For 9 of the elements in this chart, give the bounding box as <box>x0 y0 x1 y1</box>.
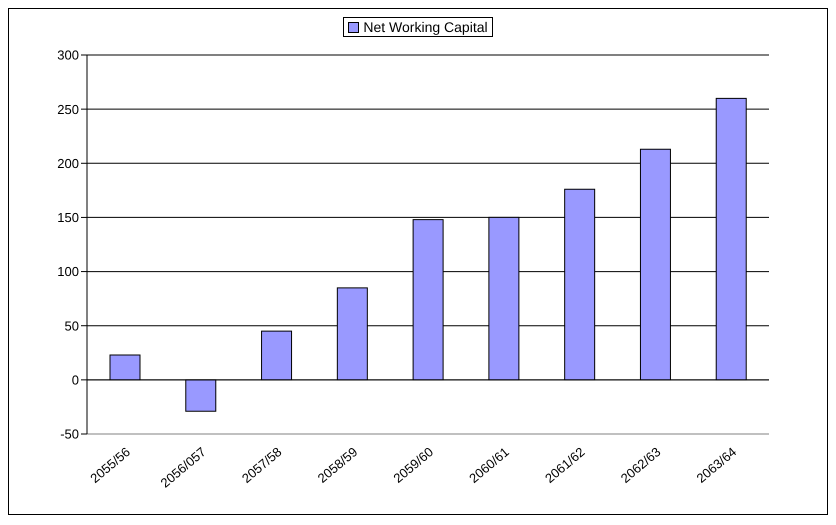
y-tick-label: 100 <box>57 264 79 280</box>
y-tick-label: 150 <box>57 210 79 226</box>
y-tick-label: 250 <box>57 102 79 117</box>
y-tick-label: 50 <box>64 318 79 334</box>
y-tick-label: 0 <box>72 372 79 388</box>
y-tick-label: -50 <box>60 426 79 442</box>
y-tick-label: 300 <box>57 48 79 63</box>
y-tick-label: 200 <box>57 156 79 171</box>
legend-label: Net Working Capital <box>363 19 488 35</box>
